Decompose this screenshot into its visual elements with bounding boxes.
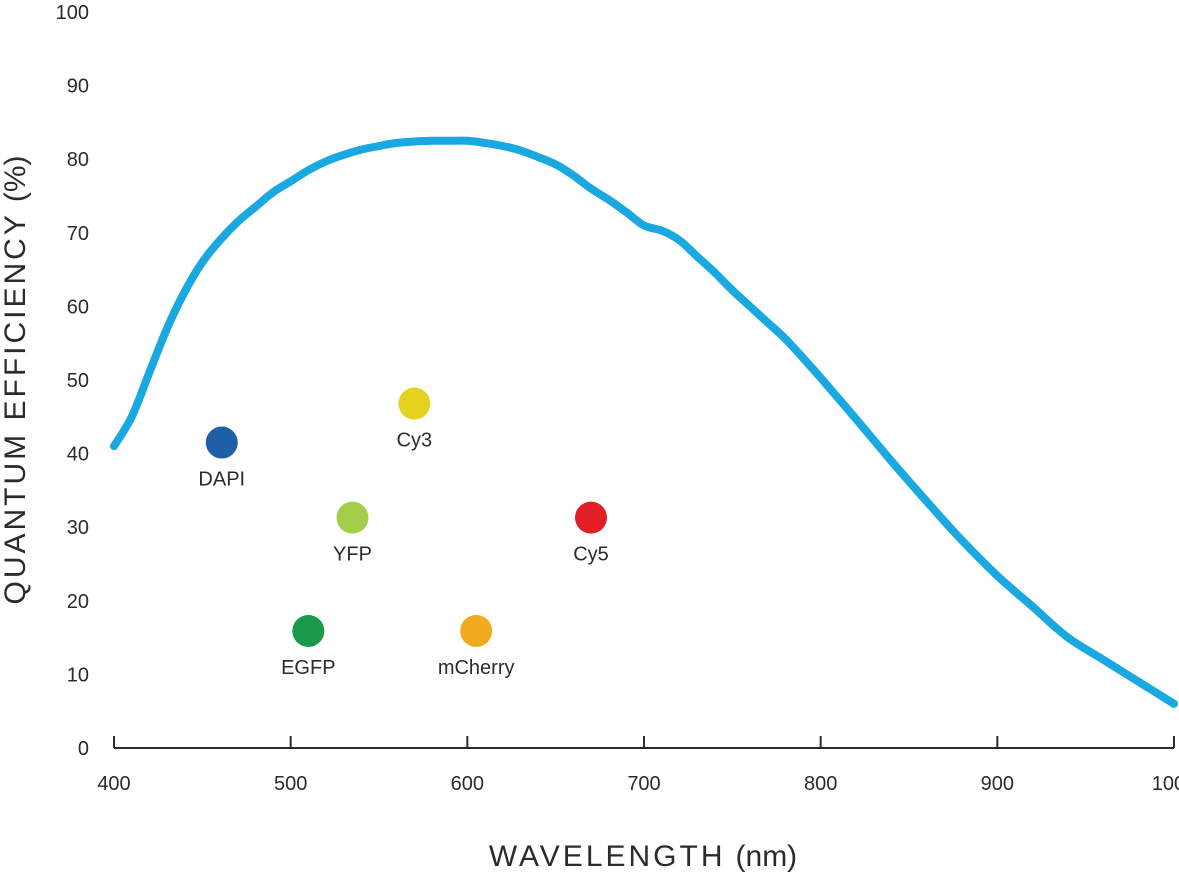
- marker-cy5: Cy5: [573, 501, 609, 566]
- x-axis-unit: (nm): [736, 840, 798, 873]
- marker-label: mCherry: [438, 657, 515, 679]
- marker-dot: [398, 387, 431, 420]
- x-axis-title-text: WAVELENGTH: [489, 840, 726, 873]
- fluorophore-markers: DAPI Cy3 YFP Cy5 EGFP mCherry: [198, 387, 609, 679]
- x-ticks: 400 500 600 700 800 900 1000: [97, 736, 1179, 795]
- y-axis: 0 10 20 30 40 50 60 70 80 90 100: [56, 2, 89, 760]
- x-tick-label: 600: [451, 773, 484, 795]
- y-tick-label: 10: [67, 664, 89, 686]
- marker-mcherry: mCherry: [438, 614, 515, 679]
- marker-label: DAPI: [198, 469, 245, 491]
- marker-label: EGFP: [281, 657, 335, 679]
- y-tick-label: 20: [67, 591, 89, 613]
- marker-dapi: DAPI: [198, 426, 245, 491]
- y-tick-label: 60: [67, 296, 89, 318]
- y-tick-label: 100: [56, 2, 89, 24]
- marker-label: YFP: [333, 544, 372, 566]
- x-tick-label: 1000: [1152, 773, 1179, 795]
- y-tick-label: 80: [67, 149, 89, 171]
- x-tick-label: 400: [97, 773, 130, 795]
- x-axis-title: WAVELENGTH (nm): [489, 840, 797, 873]
- marker-dot: [460, 614, 493, 647]
- y-axis-title-text: QUANTUM EFFICIENCY: [0, 212, 32, 604]
- y-axis-title: QUANTUM EFFICIENCY (%): [0, 156, 32, 605]
- marker-dot: [336, 501, 369, 534]
- marker-dot: [575, 501, 607, 534]
- marker-label: Cy3: [397, 430, 433, 452]
- qe-curve-line: [110, 136, 1178, 708]
- marker-label: Cy5: [573, 544, 609, 566]
- y-axis-unit: (%): [0, 156, 32, 203]
- marker-yfp: YFP: [333, 501, 372, 566]
- y-tick-label: 0: [78, 738, 89, 760]
- marker-dot: [205, 426, 238, 459]
- x-tick-label: 500: [274, 773, 307, 795]
- y-tick-labels: 0 10 20 30 40 50 60 70 80 90 100: [56, 2, 89, 760]
- x-tick-label: 900: [981, 773, 1014, 795]
- y-tick-label: 40: [67, 444, 89, 466]
- marker-egfp: EGFP: [281, 614, 336, 679]
- y-tick-label: 50: [67, 370, 89, 392]
- marker-cy3: Cy3: [397, 387, 433, 452]
- y-tick-label: 70: [67, 223, 89, 245]
- y-tick-label: 30: [67, 517, 89, 539]
- marker-dot: [292, 614, 325, 647]
- x-axis: 400 500 600 700 800 900 1000: [97, 736, 1179, 795]
- x-tick-label: 700: [627, 773, 660, 795]
- x-tick-label: 800: [804, 773, 837, 795]
- y-tick-label: 90: [67, 76, 89, 98]
